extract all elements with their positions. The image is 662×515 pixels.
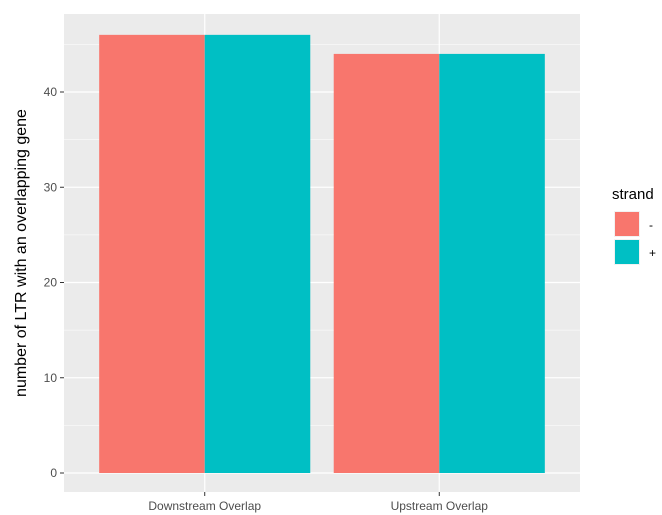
- bar: [99, 34, 205, 473]
- y-axis-title: number of LTR with an overlapping gene: [13, 109, 30, 397]
- y-tick-label: 30: [44, 180, 58, 194]
- x-tick-label: Upstream Overlap: [391, 499, 489, 513]
- bars: [99, 34, 545, 474]
- y-axis: 0 10 20 30 40: [44, 85, 64, 480]
- legend-key: [615, 212, 639, 236]
- legend-label: -: [649, 218, 653, 232]
- x-axis: Downstream Overlap Upstream Overlap: [148, 492, 488, 513]
- y-tick-label: 10: [44, 371, 58, 385]
- legend-title: strand: [612, 186, 654, 203]
- y-tick-label: 20: [44, 276, 58, 290]
- legend-label: +: [649, 246, 656, 260]
- legend: strand - +: [612, 186, 656, 265]
- legend-key: [615, 240, 639, 264]
- bar: [204, 34, 311, 473]
- y-tick-label: 0: [50, 466, 57, 480]
- y-tick-label: 40: [44, 85, 58, 99]
- bar: [333, 53, 440, 474]
- x-tick-label: Downstream Overlap: [148, 499, 261, 513]
- bar: [439, 53, 545, 474]
